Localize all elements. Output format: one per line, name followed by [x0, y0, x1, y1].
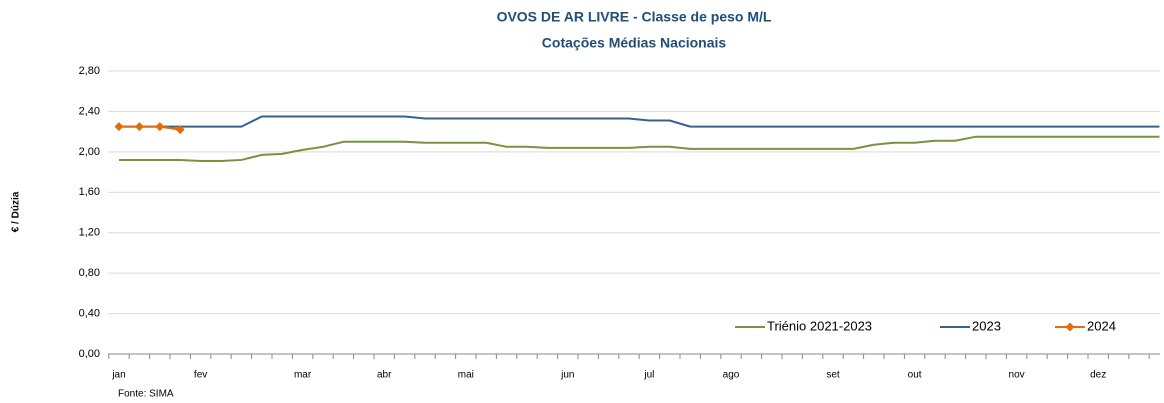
y-axis-label: € / Dúzia — [11, 191, 22, 232]
y-tick-label: 2,80 — [79, 65, 100, 77]
x-tick-label: fev — [194, 370, 207, 381]
legend-label: Triénio 2021-2023 — [767, 318, 872, 333]
x-tick-label: mar — [294, 370, 312, 381]
x-tick-label: jun — [560, 370, 574, 381]
y-tick-label: 2,00 — [79, 146, 100, 158]
x-tick-label: set — [826, 370, 840, 381]
source-note: Fonte: SIMA — [118, 389, 174, 400]
x-tick-label: jan — [111, 370, 125, 381]
y-tick-label: 1,20 — [79, 227, 100, 239]
chart-title: OVOS DE AR LIVRE - Classe de peso M/L — [497, 9, 772, 25]
y-tick-label: 0,40 — [79, 307, 100, 319]
y-tick-label: 0,80 — [79, 267, 100, 279]
x-tick-label: ago — [723, 370, 740, 381]
x-tick-label: nov — [1009, 370, 1025, 381]
x-tick-label: out — [908, 370, 922, 381]
y-tick-label: 1,60 — [79, 186, 100, 198]
chart-subtitle: Cotações Médias Nacionais — [542, 35, 727, 51]
legend-label: 2023 — [972, 318, 1001, 333]
series-line — [119, 125, 181, 131]
x-tick-label: dez — [1090, 370, 1106, 381]
legend-marker — [1065, 322, 1075, 332]
data-point — [175, 125, 185, 135]
x-tick-label: abr — [377, 370, 392, 381]
data-point — [134, 122, 144, 132]
x-tick-label: mai — [458, 370, 474, 381]
legend-label: 2024 — [1087, 318, 1116, 333]
data-point — [155, 122, 165, 132]
data-point — [114, 122, 124, 132]
series-line — [119, 115, 1160, 128]
series-line — [119, 135, 1160, 162]
x-tick-label: jul — [643, 370, 654, 381]
y-tick-label: 2,40 — [79, 105, 100, 117]
y-tick-label: 0,00 — [79, 348, 100, 360]
